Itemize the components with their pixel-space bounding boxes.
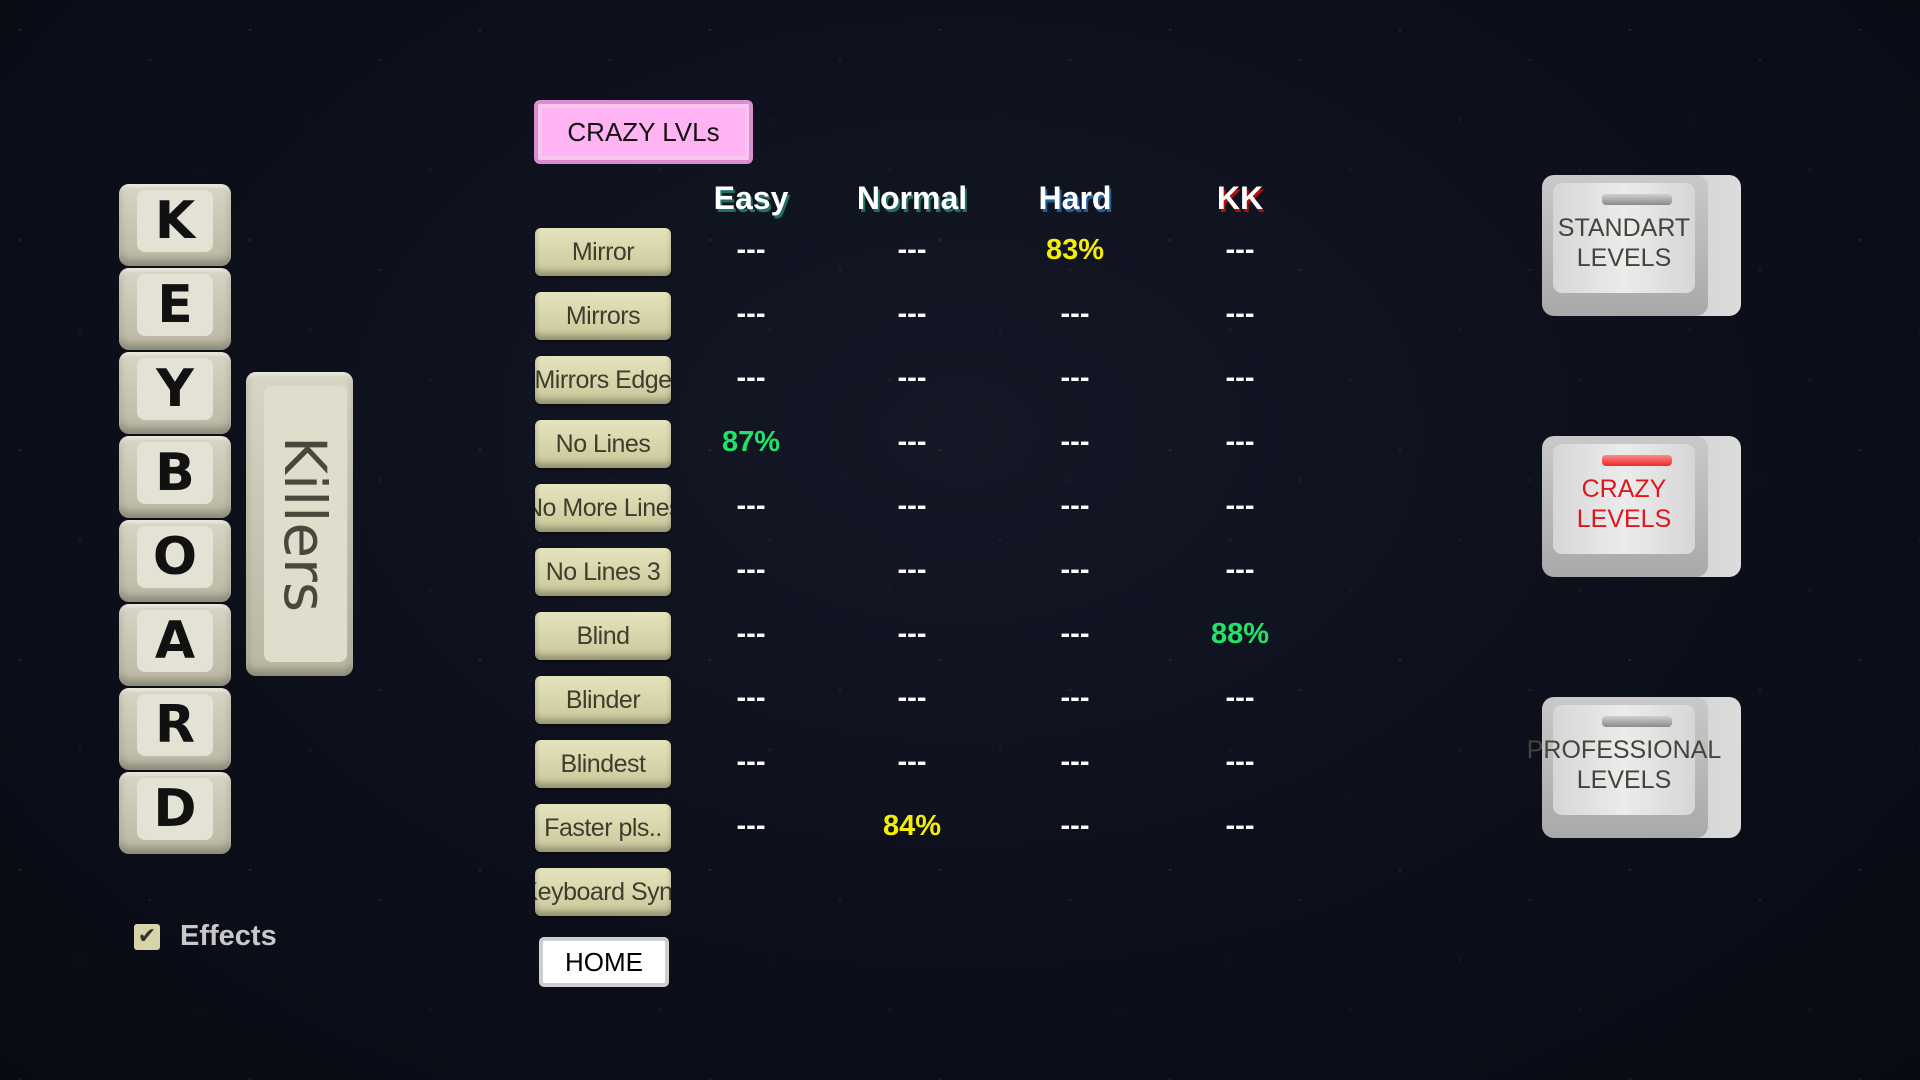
mode-button-face: CRAZY LEVELS (1553, 444, 1695, 554)
score-cell: --- (1060, 810, 1090, 842)
score-cell: --- (736, 682, 766, 714)
logo-subtitle: Killers (271, 435, 340, 613)
level-button[interactable]: No More Lines (535, 484, 671, 532)
effects-label: Effects (180, 920, 277, 952)
score-cell: --- (1225, 746, 1255, 778)
score-cell: --- (1225, 234, 1255, 266)
level-button[interactable]: No Lines (535, 420, 671, 468)
score-cell: --- (1060, 490, 1090, 522)
score-cell: --- (736, 234, 766, 266)
score-cell: --- (897, 426, 927, 458)
level-button[interactable]: Mirror (535, 228, 671, 276)
score-cell: --- (1225, 426, 1255, 458)
mode-label-line2: LEVELS (1576, 505, 1672, 533)
logo-letter: D (137, 778, 213, 840)
level-button[interactable]: Keyboard Sync (535, 868, 671, 916)
score-cell: --- (1225, 298, 1255, 330)
effects-checkbox[interactable]: ✔ (134, 923, 160, 950)
score-cell: --- (897, 554, 927, 586)
home-button[interactable]: HOME (539, 937, 669, 987)
score-cell: --- (1225, 554, 1255, 586)
score-cell: --- (736, 618, 766, 650)
score-cell: --- (897, 298, 927, 330)
logo-key-k: K (119, 184, 231, 266)
score-cell: --- (897, 682, 927, 714)
mode-button-standart[interactable]: STANDART LEVELS (1542, 175, 1741, 316)
mode-button-key: CRAZY LEVELS (1542, 436, 1708, 577)
score-cell: --- (897, 362, 927, 394)
score-cell: --- (1225, 490, 1255, 522)
logo-key-a: A (119, 604, 231, 686)
mode-button-face: STANDART LEVELS (1553, 183, 1695, 293)
logo-letter: O (137, 526, 213, 588)
column-header-easy: Easy (713, 180, 789, 216)
score-cell: --- (1060, 554, 1090, 586)
level-button[interactable]: Blinder (535, 676, 671, 724)
score-cell: --- (1225, 682, 1255, 714)
score-cell: --- (736, 810, 766, 842)
column-header-normal: Normal (856, 180, 968, 216)
logo-letter: K (137, 190, 213, 252)
score-cell: 88% (1210, 618, 1270, 650)
score-cell: --- (1060, 426, 1090, 458)
logo-letter: Y (137, 358, 213, 420)
level-button[interactable]: Mirrors Edge (535, 356, 671, 404)
crazy-levels-tab[interactable]: CRAZY LVLs (534, 100, 753, 164)
logo-key-y: Y (119, 352, 231, 434)
mode-button-professional[interactable]: PROFESSIONAL LEVELS (1527, 697, 1741, 838)
mode-button-face: PROFESSIONAL LEVELS (1527, 705, 1721, 815)
score-cell: --- (736, 298, 766, 330)
logo-key-r: R (119, 688, 231, 770)
score-cell: --- (897, 746, 927, 778)
level-button[interactable]: Blind (535, 612, 671, 660)
score-cell: 87% (721, 426, 781, 458)
score-cell: --- (736, 490, 766, 522)
score-cell: --- (1225, 362, 1255, 394)
level-button[interactable]: Blindest (535, 740, 671, 788)
logo-letter: R (137, 694, 213, 756)
logo-key-o: O (119, 520, 231, 602)
score-cell: --- (1060, 298, 1090, 330)
score-cell: 84% (882, 810, 942, 842)
mode-button-crazy[interactable]: CRAZY LEVELS (1542, 436, 1741, 577)
mode-label-line1: CRAZY (1581, 475, 1667, 503)
mode-indicator-light (1602, 455, 1672, 466)
logo-key-b: B (119, 436, 231, 518)
score-cell: --- (897, 618, 927, 650)
effects-toggle[interactable]: ✔ Effects (134, 920, 277, 953)
mode-label-line2: LEVELS (1576, 766, 1672, 794)
level-button[interactable]: Faster pls.. (535, 804, 671, 852)
level-button[interactable]: No Lines 3 (535, 548, 671, 596)
score-cell: 83% (1045, 234, 1105, 266)
logo-letter: A (137, 610, 213, 672)
score-cell: --- (1060, 618, 1090, 650)
score-cell: --- (736, 362, 766, 394)
logo-killers-key: Killers (246, 372, 353, 676)
score-cell: --- (736, 746, 766, 778)
score-cell: --- (1225, 810, 1255, 842)
mode-label-line1: PROFESSIONAL (1526, 736, 1722, 764)
score-cell: --- (1060, 682, 1090, 714)
score-cell: --- (1060, 746, 1090, 778)
score-cell: --- (736, 554, 766, 586)
logo-letter: E (137, 274, 213, 336)
score-cell: --- (1060, 362, 1090, 394)
logo-key-e: E (119, 268, 231, 350)
level-button[interactable]: Mirrors (535, 292, 671, 340)
column-header-kk: KK (1216, 180, 1264, 216)
mode-button-key: PROFESSIONAL LEVELS (1527, 697, 1721, 838)
logo-key-d: D (119, 772, 231, 854)
mode-indicator-light (1602, 716, 1672, 727)
mode-indicator-light (1602, 194, 1672, 205)
score-cell: --- (897, 490, 927, 522)
checkmark-icon: ✔ (137, 924, 157, 949)
logo-letter: B (137, 442, 213, 504)
mode-label-line1: STANDART (1557, 214, 1691, 242)
column-header-hard: Hard (1038, 180, 1112, 216)
mode-label-line2: LEVELS (1576, 244, 1672, 272)
mode-button-key: STANDART LEVELS (1542, 175, 1708, 316)
score-cell: --- (897, 234, 927, 266)
